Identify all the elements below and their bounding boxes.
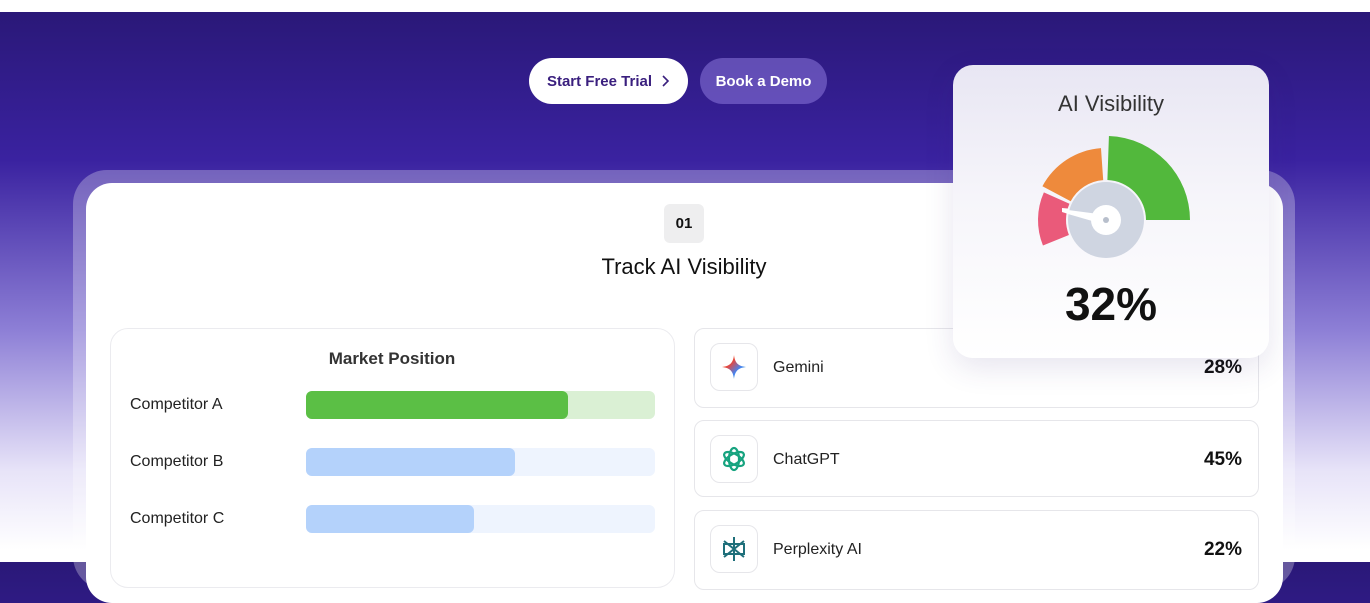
platform-icon <box>710 525 758 573</box>
bar-track <box>306 505 655 533</box>
section-title: Track AI Visibility <box>601 254 767 279</box>
bar-label: Competitor C <box>130 510 225 527</box>
bar <box>306 505 474 533</box>
logo <box>723 446 745 472</box>
bar-label: Competitor B <box>130 453 224 470</box>
chevron-icon <box>662 75 670 87</box>
bar <box>306 391 568 419</box>
platform-share: 28% <box>1203 357 1242 378</box>
gauge <box>1038 136 1190 258</box>
logo <box>722 355 746 379</box>
gauge-segment <box>1107 136 1190 220</box>
platform-name: Gemini <box>773 359 824 376</box>
platform-share: 45% <box>1203 449 1242 470</box>
start-trial-button[interactable]: Start Free Trial <box>529 58 688 104</box>
bar-track <box>306 391 655 419</box>
gauge-segment <box>1038 192 1070 246</box>
platform-row <box>694 420 1259 497</box>
page: Start Free Trial Book a Demo 01 Track AI… <box>0 0 1370 590</box>
platform-icon <box>710 343 758 391</box>
panel-title: Market Position <box>328 349 456 368</box>
card-title: AI Visibility <box>1058 91 1164 116</box>
gauge-segment <box>1042 148 1104 202</box>
visibility-score: 32% <box>1064 278 1158 330</box>
logo <box>723 537 745 561</box>
bar <box>306 448 516 476</box>
bar-track <box>306 448 655 476</box>
step-number: 01 <box>664 204 704 243</box>
gauge-dot <box>1103 217 1109 223</box>
platform-name: Perplexity AI <box>773 541 862 558</box>
book-demo-button[interactable]: Book a Demo <box>700 58 827 104</box>
bar-label: Competitor A <box>130 396 223 413</box>
button-label: Start Free Trial <box>546 72 653 90</box>
platform-name: ChatGPT <box>773 451 840 468</box>
platform-icon <box>710 435 758 483</box>
platform-share: 22% <box>1203 539 1242 560</box>
